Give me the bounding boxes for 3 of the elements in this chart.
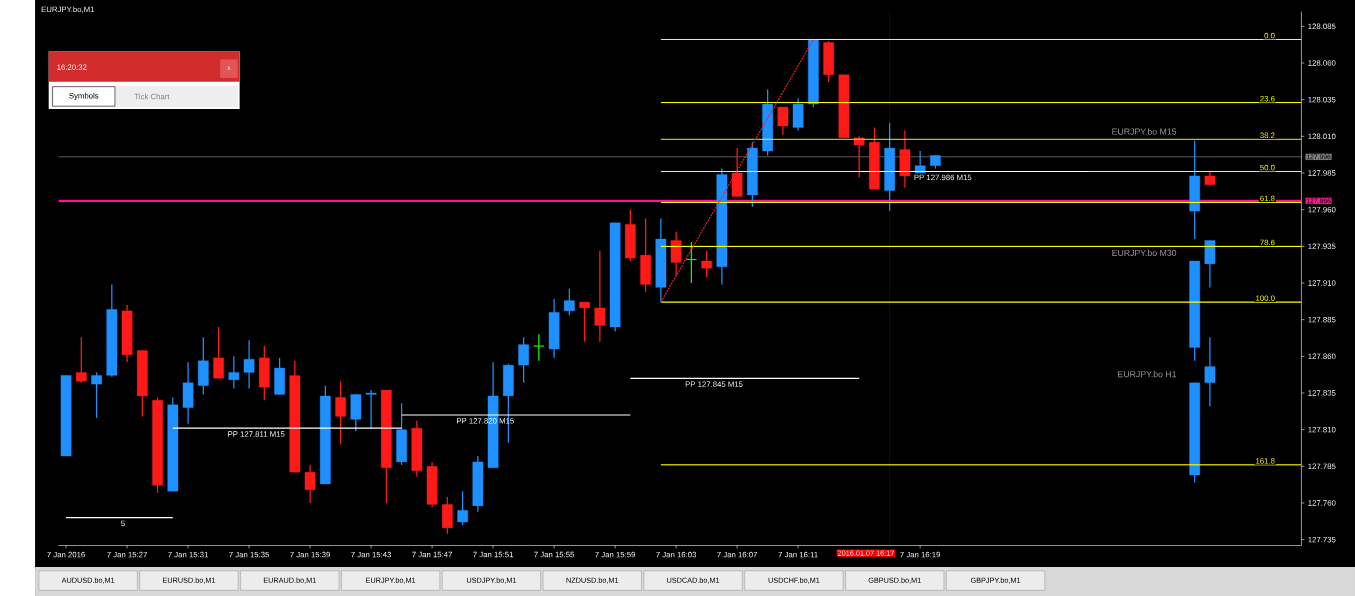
annotation: EURJPY.bo M30 bbox=[1112, 249, 1177, 256]
annotation: EURJPY.bo M15 bbox=[1112, 128, 1177, 135]
annotation: EURJPY.bo H1 bbox=[1118, 370, 1177, 378]
